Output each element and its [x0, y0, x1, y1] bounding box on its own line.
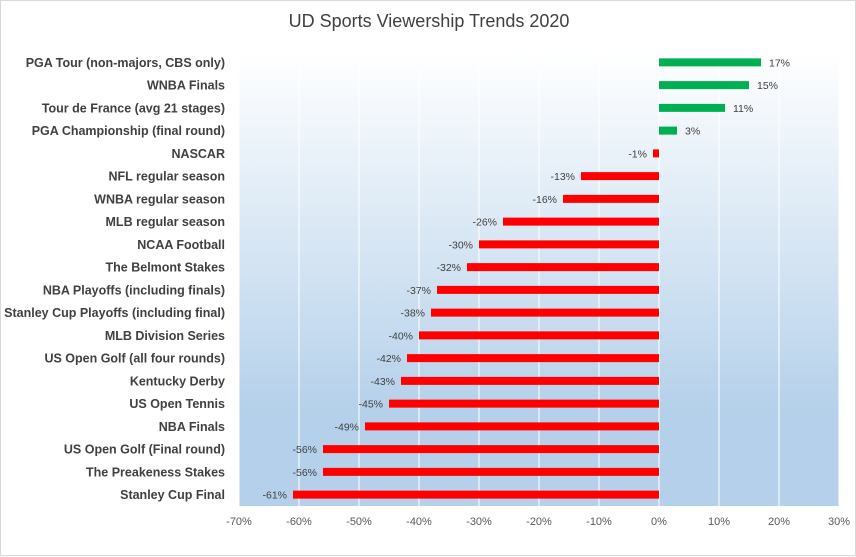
data-label: 11% — [733, 103, 753, 115]
data-label: -13% — [550, 171, 575, 183]
data-label: -56% — [292, 444, 317, 456]
data-label: -1% — [628, 148, 647, 160]
category-label: NCAA Football — [137, 238, 225, 252]
data-label: -42% — [376, 353, 401, 365]
category-label: MLB Division Series — [105, 329, 225, 343]
chart-title: UD Sports Viewership Trends 2020 — [288, 11, 570, 31]
x-tick-label: -50% — [346, 516, 372, 528]
bar — [563, 194, 659, 203]
category-label: The Preakeness Stakes — [86, 465, 225, 479]
category-label: Kentucky Derby — [130, 374, 225, 388]
x-tick-label: 30% — [828, 516, 850, 528]
category-label: US Open Golf (Final round) — [64, 443, 225, 457]
category-label: PGA Championship (final round) — [32, 124, 225, 138]
x-tick-label: -70% — [226, 516, 252, 528]
category-label: US Open Tennis — [129, 397, 225, 411]
x-tick-label: -20% — [526, 516, 552, 528]
bar — [389, 399, 659, 408]
bar — [407, 354, 659, 363]
data-label: -38% — [400, 308, 425, 320]
data-label: -26% — [472, 217, 497, 229]
bar — [323, 467, 659, 476]
category-label: Stanley Cup Final — [120, 488, 225, 502]
data-label: -61% — [262, 490, 287, 502]
bar — [653, 149, 659, 158]
category-label: US Open Golf (all four rounds) — [44, 352, 225, 366]
data-label: 17% — [769, 57, 790, 69]
bar — [431, 308, 659, 317]
bar — [503, 217, 659, 226]
bars — [293, 58, 761, 499]
data-label: -45% — [358, 399, 383, 411]
x-axis-ticks: -70% -60% -50% -40% -30% -20% -10% 0% 10% 20% 30% — [226, 516, 850, 528]
x-tick-label: 0% — [651, 516, 667, 528]
x-tick-label: 10% — [708, 516, 730, 528]
bar — [401, 376, 659, 385]
category-label: NBA Playoffs (including finals) — [43, 283, 225, 297]
bar — [419, 331, 659, 340]
x-tick-label: 20% — [768, 516, 790, 528]
bar — [293, 490, 659, 499]
bar — [659, 81, 749, 90]
data-label: -40% — [388, 330, 413, 342]
bar — [479, 240, 659, 249]
category-label: NASCAR — [172, 147, 225, 161]
data-label: -37% — [406, 285, 431, 297]
data-labels: 17% 15% 11% 3% -1% -13% -16% -26% -30% -32% -37% -3… — [262, 57, 790, 501]
bar — [659, 126, 677, 135]
category-labels: PGA Tour (non-majors, CBS only) WNBA Fina… — [4, 56, 225, 502]
category-label: MLB regular season — [106, 215, 225, 229]
bar — [365, 422, 659, 431]
category-label: WNBA regular season — [94, 192, 225, 206]
bar — [323, 445, 659, 454]
category-label: NFL regular season — [109, 170, 225, 184]
data-label: -43% — [370, 376, 395, 388]
category-label: WNBA Finals — [147, 79, 225, 93]
bar — [467, 263, 659, 272]
category-label: Tour de France (avg 21 stages) — [42, 101, 225, 115]
data-label: -16% — [532, 194, 557, 206]
category-label: NBA Finals — [159, 420, 225, 434]
data-label: -56% — [292, 467, 317, 479]
x-tick-label: -30% — [466, 516, 492, 528]
data-label: -49% — [334, 421, 359, 433]
data-label: 3% — [685, 126, 700, 138]
bar — [659, 103, 725, 112]
x-tick-label: -10% — [586, 516, 612, 528]
data-label: -30% — [448, 239, 473, 251]
bar — [659, 58, 761, 67]
category-label: The Belmont Stakes — [106, 261, 226, 275]
bar — [437, 285, 659, 294]
x-tick-label: -60% — [286, 516, 312, 528]
category-label: PGA Tour (non-majors, CBS only) — [26, 56, 225, 70]
bar — [581, 172, 659, 181]
category-label: Stanley Cup Playoffs (including final) — [4, 306, 225, 320]
x-tick-label: -40% — [406, 516, 432, 528]
data-label: -32% — [436, 262, 461, 274]
data-label: 15% — [757, 80, 778, 92]
